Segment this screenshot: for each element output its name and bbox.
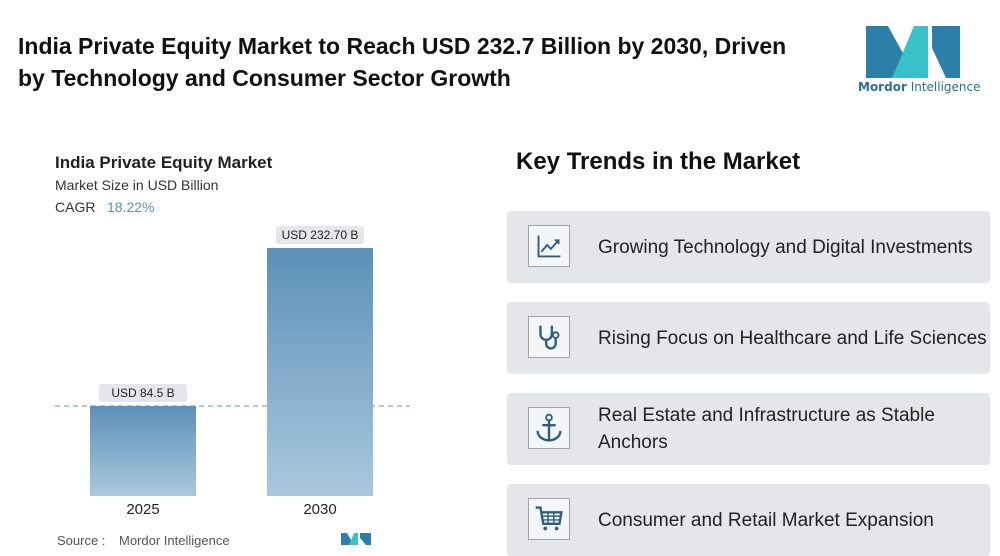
bar bbox=[267, 248, 373, 496]
source-text: Mordor Intelligence bbox=[119, 533, 230, 548]
logo-mark bbox=[866, 26, 960, 78]
trend-text: Growing Technology and Digital Investmen… bbox=[598, 236, 973, 258]
trend-text: Real Estate and Infrastructure as Stable… bbox=[598, 405, 935, 453]
cagr-value: 18.22% bbox=[107, 199, 154, 215]
x-tick-label: 2030 bbox=[303, 501, 336, 518]
trend-icon bbox=[528, 498, 570, 540]
trend-icon bbox=[528, 316, 570, 358]
chart: India Private Equity Market Market Size … bbox=[55, 153, 410, 548]
value-label: USD 232.70 B bbox=[282, 228, 359, 242]
value-label: USD 84.5 B bbox=[111, 386, 174, 400]
bar bbox=[90, 405, 196, 496]
trend-text: Rising Focus on Healthcare and Life Scie… bbox=[598, 327, 987, 349]
trend-card: Consumer and Retail Market Expansion bbox=[507, 484, 990, 556]
cagr-label: CAGR bbox=[55, 199, 95, 215]
trend-text: Consumer and Retail Market Expansion bbox=[598, 509, 934, 531]
logo-text: Mordor Intelligence bbox=[858, 80, 981, 94]
trend-icon bbox=[528, 225, 570, 267]
logo-suffix: Intelligence bbox=[910, 80, 981, 94]
trend-icon bbox=[528, 407, 570, 449]
source-logo bbox=[341, 533, 371, 545]
chart-subtitle: Market Size in USD Billion bbox=[55, 177, 218, 193]
trend-card: Rising Focus on Healthcare and Life Scie… bbox=[507, 302, 990, 374]
logo-brand: Mordor bbox=[858, 80, 907, 94]
trend-card: Real Estate and Infrastructure as Stable… bbox=[507, 393, 990, 465]
trend-card: Growing Technology and Digital Investmen… bbox=[507, 211, 990, 283]
chart-title: India Private Equity Market bbox=[55, 153, 273, 172]
page-title: India Private Equity Market to Reach USD… bbox=[18, 33, 787, 91]
source-label: Source : bbox=[57, 533, 105, 548]
trends-heading: Key Trends in the Market bbox=[516, 148, 801, 175]
x-tick-label: 2025 bbox=[126, 501, 159, 518]
value-label-box bbox=[99, 383, 187, 402]
value-label-box bbox=[276, 226, 364, 244]
